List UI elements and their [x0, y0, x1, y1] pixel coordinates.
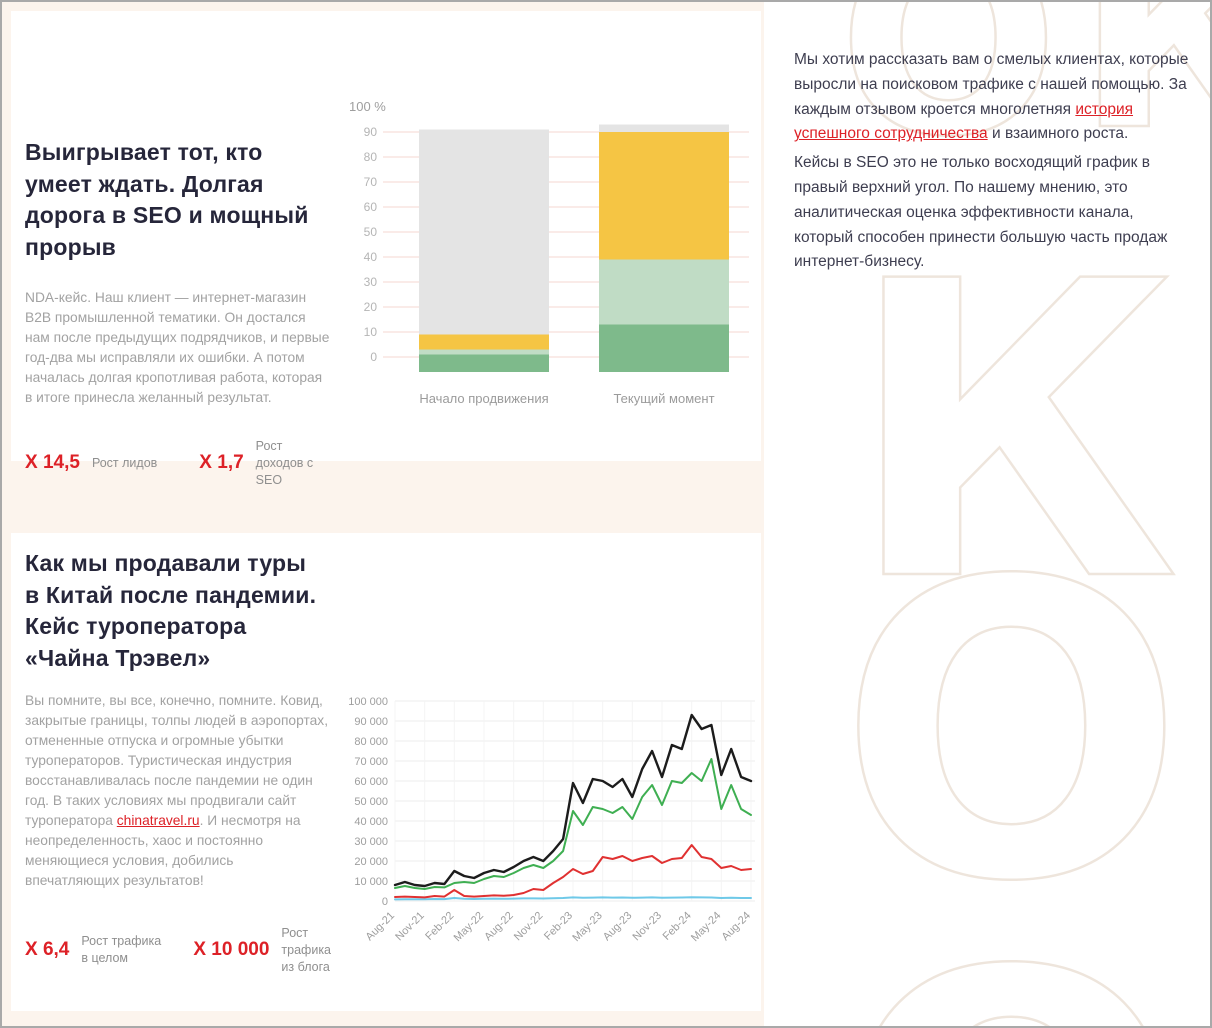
metric-label: Рост трафика в целом [81, 934, 162, 966]
case-card-2[interactable]: Как мы продавали туры в Китай после панд… [11, 533, 761, 1011]
metric-blog-traffic-growth: X 10 000 Рост трафика из блога [193, 925, 331, 976]
svg-text:Aug-24: Aug-24 [720, 910, 754, 944]
intro-p1-before: Мы хотим рассказать вам о смелых клиента… [794, 51, 1189, 118]
svg-text:70: 70 [364, 175, 378, 189]
svg-text:50: 50 [364, 225, 378, 239]
metric-leads-growth: X 14,5 Рост лидов [25, 452, 157, 474]
metric-label: Рост доходов с SEO [255, 438, 314, 487]
svg-text:О: О [838, 496, 1185, 971]
metric-value: X 1,7 [199, 452, 244, 474]
cases-column: Выигрывает тот, кто умеет ждать. Долгая … [2, 2, 764, 1026]
svg-text:30: 30 [364, 275, 378, 289]
svg-text:О: О [838, 886, 1185, 1026]
case2-body: Вы помните, вы все, конечно, помните. Ко… [25, 691, 331, 891]
case1-text-block: Выигрывает тот, кто умеет ждать. Долгая … [11, 11, 333, 487]
svg-text:Feb-22: Feb-22 [423, 910, 456, 943]
svg-text:50 000: 50 000 [354, 796, 388, 808]
case1-metrics: X 14,5 Рост лидов X 1,7 Рост доходов с S… [25, 438, 333, 489]
svg-text:80: 80 [364, 150, 378, 164]
svg-text:Начало продвижения: Начало продвижения [419, 391, 548, 406]
success-story-link[interactable]: история успешного сотрудничества [794, 100, 1134, 143]
metric-label: Рост трафика из блога [281, 925, 332, 974]
svg-text:Текущий момент: Текущий момент [613, 391, 714, 406]
metric-seo-revenue-growth: X 1,7 Рост доходов с SEO [199, 438, 333, 489]
svg-text:70 000: 70 000 [354, 756, 388, 768]
metric-value: X 14,5 [25, 452, 80, 474]
metric-value: X 10 000 [193, 939, 270, 961]
case-card-1[interactable]: Выигрывает тот, кто умеет ждать. Долгая … [11, 11, 761, 487]
svg-text:Nov-23: Nov-23 [631, 910, 665, 944]
svg-text:May-24: May-24 [689, 910, 723, 944]
svg-text:100 %: 100 % [349, 99, 386, 114]
svg-text:Aug-23: Aug-23 [601, 910, 635, 944]
metric-value: X 6,4 [25, 939, 70, 961]
svg-text:Nov-21: Nov-21 [393, 910, 427, 944]
case2-body-after: . И несмотря на неопределенность, хаос и… [25, 812, 301, 888]
case2-metrics: X 6,4 Рост трафика в целом X 10 000 Рост… [25, 925, 331, 976]
svg-text:10 000: 10 000 [354, 876, 388, 888]
svg-text:80 000: 80 000 [354, 736, 388, 748]
bar-chart-svg: 100 % 0 10 20 30 40 50 60 70 80 90 Начало продвижен… [349, 99, 749, 406]
svg-text:10: 10 [364, 325, 378, 339]
metric-total-traffic-growth: X 6,4 Рост трафика в целом [25, 933, 163, 967]
svg-text:90: 90 [364, 125, 378, 139]
case2-line-chart: 0 10 000 20 000 30 000 40 000 50 000 60 000 70 … [331, 533, 767, 1011]
intro-p1-after: и взаимного роста. [987, 125, 1129, 143]
svg-text:0: 0 [370, 350, 377, 364]
svg-text:0: 0 [382, 896, 388, 908]
svg-text:40: 40 [364, 250, 378, 264]
svg-text:90 000: 90 000 [354, 716, 388, 728]
svg-text:20 000: 20 000 [354, 856, 388, 868]
svg-text:May-22: May-22 [452, 910, 486, 944]
chinatravel-link[interactable]: chinatravel.ru [116, 812, 200, 828]
case2-title: Как мы продавали туры в Китай после панд… [25, 550, 317, 672]
case2-body-before: Вы помните, вы все, конечно, помните. Ко… [25, 692, 329, 828]
svg-text:Aug-22: Aug-22 [482, 910, 516, 944]
intro-paragraph-1: Мы хотим рассказать вам о смелых клиента… [794, 48, 1190, 147]
svg-text:30 000: 30 000 [354, 836, 388, 848]
svg-text:20: 20 [364, 300, 378, 314]
svg-text:Feb-23: Feb-23 [542, 910, 575, 943]
svg-text:60 000: 60 000 [354, 776, 388, 788]
svg-text:May-23: May-23 [570, 910, 604, 944]
line-chart-svg: 0 10 000 20 000 30 000 40 000 50 000 60 000 70 … [348, 696, 755, 944]
case1-body: NDA-кейс. Наш клиент — интернет-магазин … [25, 289, 330, 405]
case1-bar-chart: 100 % 0 10 20 30 40 50 60 70 80 90 Начало продвижен… [347, 11, 761, 461]
svg-text:Nov-22: Nov-22 [512, 910, 546, 944]
intro-panel: ОККОО Мы хотим рассказать вам о смелых к… [764, 2, 1210, 1026]
svg-text:Aug-21: Aug-21 [364, 910, 398, 944]
case1-title: Выигрывает тот, кто умеет ждать. Долгая … [25, 139, 309, 261]
case2-text-block: Как мы продавали туры в Китай после панд… [11, 533, 331, 1011]
svg-text:Feb-24: Feb-24 [661, 910, 694, 943]
svg-text:100 000: 100 000 [348, 696, 388, 708]
metric-label: Рост лидов [91, 455, 158, 470]
svg-text:60: 60 [364, 200, 378, 214]
intro-paragraph-2: Кейсы в SEO это не только восходящий гра… [794, 154, 1168, 271]
svg-text:40 000: 40 000 [354, 816, 388, 828]
